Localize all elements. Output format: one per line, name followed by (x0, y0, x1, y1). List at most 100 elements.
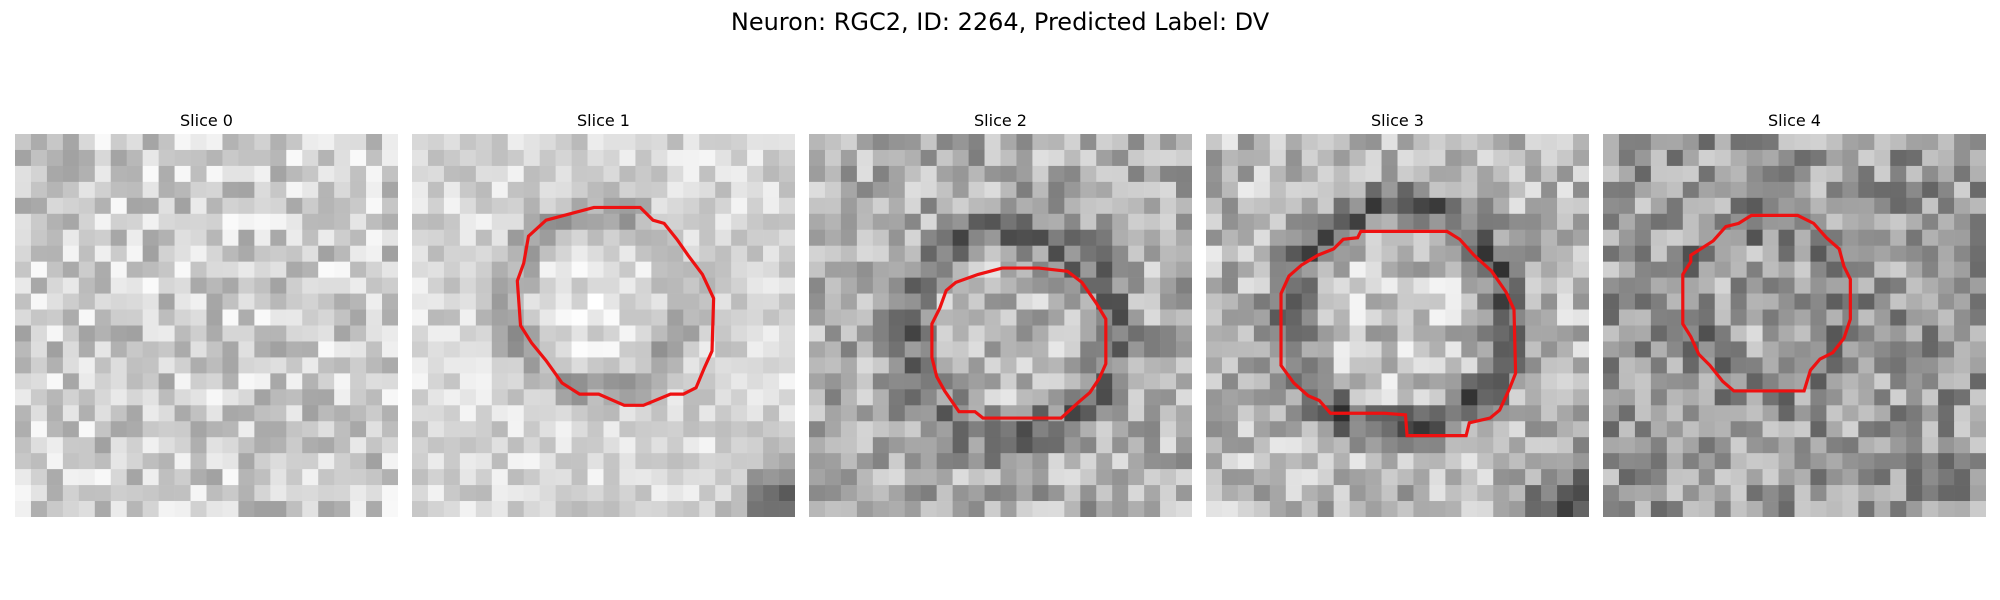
pixel-cell (1826, 485, 1843, 502)
pixel-cell (270, 501, 287, 517)
pixel-cell (1810, 501, 1827, 517)
pixel-cell (1634, 485, 1652, 502)
pixel-cell (809, 453, 826, 470)
pixel-cell (142, 485, 159, 502)
pixel-cell (1128, 389, 1145, 406)
pixel-cell (334, 453, 351, 470)
pixel-cell (619, 134, 636, 151)
pixel-cell (1509, 421, 1526, 438)
pixel-cell (1525, 357, 1542, 374)
pixel-cell (1874, 373, 1891, 390)
pixel-cell (238, 485, 255, 502)
pixel-cell (920, 501, 937, 517)
pixel-cell (1445, 245, 1462, 262)
pixel-cell (1445, 357, 1462, 374)
pixel-cell (1000, 229, 1017, 247)
pixel-cell (126, 181, 143, 199)
pixel-cell (1746, 389, 1763, 406)
pixel-cell (1397, 437, 1414, 454)
pixel-cell (1016, 309, 1033, 326)
pixel-cell (1365, 229, 1382, 247)
pixel-cell (350, 453, 367, 470)
pixel-cell (1365, 357, 1382, 374)
pixel-cell (254, 405, 271, 422)
pixel-cell (1301, 341, 1319, 358)
pixel-cell (334, 149, 351, 167)
pixel-cell (412, 149, 429, 167)
pixel-cell (1253, 469, 1271, 486)
pixel-cell (1477, 293, 1494, 310)
pixel-cell (523, 197, 540, 215)
pixel-cell (1810, 277, 1827, 294)
pixel-cell (206, 357, 223, 374)
pixel-cell (587, 309, 604, 326)
pixel-cell (635, 325, 652, 342)
pixel-cell (1810, 197, 1827, 215)
pixel-cell (1618, 181, 1636, 199)
pixel-cell (46, 485, 64, 502)
pixel-cell (1301, 181, 1319, 199)
pixel-cell (1826, 197, 1843, 215)
pixel-cell (1301, 453, 1319, 470)
pixel-cell (318, 277, 335, 294)
pixel-cell (1762, 134, 1779, 151)
pixel-cell (571, 149, 588, 167)
pixel-cell (715, 437, 732, 454)
pixel-cell (809, 245, 826, 262)
pixel-cell (206, 261, 223, 278)
pixel-cell (15, 469, 32, 486)
pixel-cell (747, 277, 764, 294)
pixel-cell (683, 134, 700, 151)
pixel-cell (1413, 405, 1430, 422)
pixel-cell (1906, 405, 1923, 422)
pixel-cell (1016, 341, 1033, 358)
pixel-cell (1842, 341, 1859, 358)
pixel-cell (62, 197, 80, 215)
pixel-cell (1650, 213, 1668, 231)
pixel-cell (731, 453, 748, 470)
pixel-cell (110, 293, 128, 310)
pixel-cell (1970, 453, 1986, 470)
pixel-cell (1698, 245, 1716, 262)
pixel-cell (1237, 421, 1255, 438)
pixel-cell (1938, 309, 1955, 326)
pixel-cell (1144, 181, 1161, 199)
pixel-cell (1603, 373, 1620, 390)
pixel-cell (1285, 437, 1303, 454)
pixel-cell (1128, 437, 1145, 454)
pixel-cell (1365, 261, 1382, 278)
pixel-cell (1477, 149, 1494, 167)
pixel-cell (142, 453, 159, 470)
pixel-cell (635, 261, 652, 278)
pixel-cell (1176, 229, 1192, 247)
pixel-cell (222, 245, 239, 262)
pixel-cell (555, 277, 572, 294)
pixel-cell (1842, 389, 1859, 406)
pixel-cell (824, 165, 842, 183)
pixel-cell (667, 357, 684, 374)
pixel-cell (779, 421, 795, 438)
pixel-cell (952, 325, 969, 342)
pixel-cell (1253, 421, 1271, 438)
pixel-cell (62, 325, 80, 342)
pixel-cell (779, 181, 795, 199)
pixel-cell (824, 325, 842, 342)
pixel-cell (1285, 197, 1303, 215)
pixel-cell (809, 325, 826, 342)
pixel-cell (1922, 501, 1939, 517)
pixel-cell (427, 181, 445, 199)
pixel-cell (1557, 197, 1574, 215)
pixel-cell (809, 357, 826, 374)
pixel-cell (1762, 453, 1779, 470)
pixel-cell (1906, 134, 1923, 151)
pixel-cell (1365, 501, 1382, 517)
pixel-cell (15, 165, 32, 183)
pixel-cell (270, 341, 287, 358)
pixel-cell (920, 293, 937, 310)
pixel-cell (254, 165, 271, 183)
pixel-cell (1970, 293, 1986, 310)
pixel-cell (1285, 229, 1303, 247)
pixel-cell (78, 405, 96, 422)
pixel-cell (619, 389, 636, 406)
pixel-cell (15, 181, 32, 199)
